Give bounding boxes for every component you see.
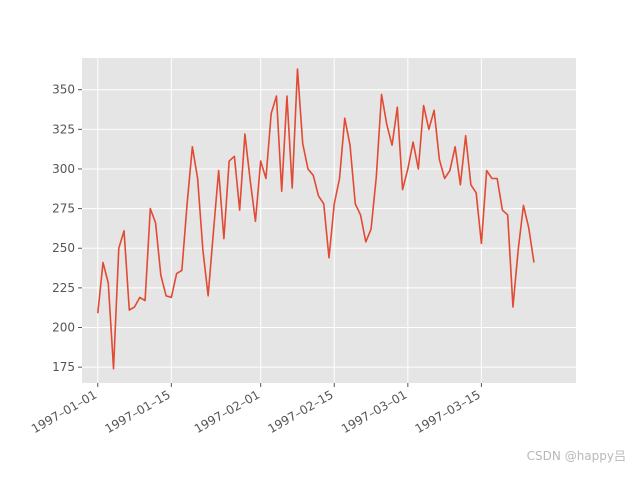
plot-area: [82, 58, 576, 383]
series-line: [96, 68, 535, 370]
grid-lines: [82, 58, 576, 383]
x-tick-label: 1997–01–01: [29, 387, 99, 436]
x-tick-label: 1997–03–01: [339, 387, 409, 436]
x-tick-label: 1997–02–15: [265, 387, 335, 436]
watermark: CSDN @happy吕: [526, 449, 626, 463]
y-tick-label: 200: [52, 321, 75, 335]
x-tick-label: 1997–03–15: [413, 387, 483, 436]
y-axis: 175 200 225 250 275 300 325 350: [52, 83, 82, 374]
y-tick-label: 350: [52, 83, 75, 97]
y-tick-label: 325: [52, 122, 75, 136]
x-axis: 1997–01–01 1997–01–15 1997–02–01 1997–02–15…: [29, 383, 483, 436]
y-tick-label: 225: [52, 281, 75, 295]
x-tick-label: 1997–02–01: [192, 387, 262, 436]
x-tick-label: 1997–01–15: [103, 387, 173, 436]
series-group: [96, 68, 535, 370]
y-tick-label: 275: [52, 202, 75, 216]
y-tick-label: 175: [52, 360, 75, 374]
y-tick-label: 300: [52, 162, 75, 176]
y-tick-label: 250: [52, 241, 75, 255]
